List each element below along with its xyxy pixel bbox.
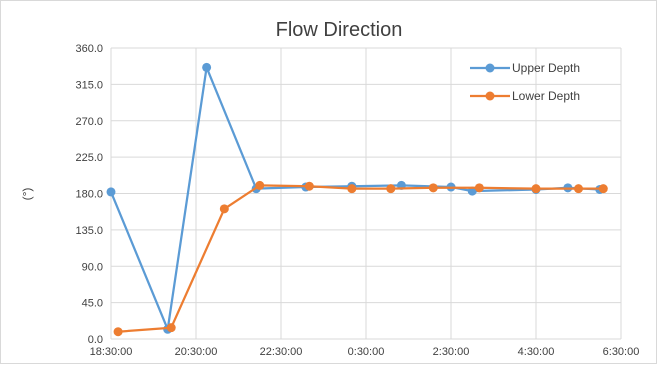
data-point-lower-depth	[474, 183, 484, 193]
data-point-lower-depth	[531, 184, 541, 194]
series-line-upper-depth	[109, 66, 600, 331]
axes: 0.0 45.0 90.0 135.0 180.0 225.0 270.0 315.0 360.…	[75, 43, 639, 358]
x-tick-label: 18:30:00	[90, 346, 133, 358]
data-point-lower-depth	[428, 183, 438, 193]
series-line-lower-depth	[118, 184, 604, 333]
data-point-upper-depth	[106, 187, 116, 197]
data-point-lower-depth	[386, 184, 396, 194]
y-tick-label: 45.0	[82, 298, 103, 310]
data-point-lower-depth	[598, 184, 608, 194]
x-tick-label: 4:30:00	[518, 346, 555, 358]
legend-label-lower-depth: Lower Depth	[512, 89, 580, 103]
data-point-lower-depth	[219, 204, 229, 214]
x-tick-label: 0:30:00	[348, 346, 385, 358]
gridlines	[110, 47, 622, 340]
x-tick-label: 2:30:00	[433, 346, 470, 358]
data-point-upper-depth	[202, 62, 212, 72]
y-tick-label: 0.0	[88, 334, 103, 346]
series-layer	[106, 62, 608, 337]
legend-marker-lower-depth	[485, 91, 495, 101]
y-tick-label: 315.0	[75, 79, 103, 91]
data-point-lower-depth	[574, 184, 583, 194]
y-tick-label: 90.0	[82, 261, 103, 273]
y-tick-label: 360.0	[75, 43, 103, 55]
data-point-lower-depth	[255, 180, 265, 190]
data-point-lower-depth	[166, 323, 176, 333]
y-tick-label: 135.0	[75, 225, 103, 237]
x-tick-label: 6:30:00	[603, 346, 640, 358]
x-tick-label: 22:30:00	[260, 346, 303, 358]
data-point-lower-depth	[347, 184, 357, 194]
y-tick-label: 180.0	[75, 189, 103, 201]
y-axis-title: (°)	[20, 188, 34, 201]
data-point-lower-depth	[304, 181, 314, 191]
y-tick-label: 225.0	[75, 152, 103, 164]
chart-title: Flow Direction	[276, 19, 403, 41]
data-point-lower-depth	[113, 327, 123, 337]
y-tick-label: 270.0	[75, 116, 103, 128]
x-tick-label: 20:30:00	[175, 346, 218, 358]
legend: Upper Depth Lower Depth	[470, 61, 580, 103]
legend-label-upper-depth: Upper Depth	[512, 61, 580, 75]
legend-marker-upper-depth	[485, 63, 495, 73]
